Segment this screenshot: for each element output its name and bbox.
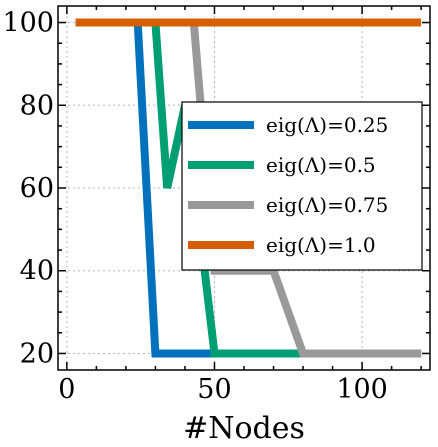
x-tick-label: 0 xyxy=(58,374,75,405)
y-tick-label: 100 xyxy=(2,8,54,39)
axis-ticks xyxy=(58,6,430,370)
legend-label-4: eig(Λ)=1.0 xyxy=(266,233,376,257)
y-tick-label: 60 xyxy=(20,173,54,204)
legend-items: eig(Λ)=0.25 eig(Λ)=0.5 eig(Λ)=0.75 eig(Λ)=1… xyxy=(188,113,388,257)
legend: eig(Λ)=0.25 eig(Λ)=0.5 eig(Λ)=0.75 eig(Λ)=1… xyxy=(181,101,423,271)
legend-label-1: eig(Λ)=0.25 xyxy=(266,113,388,137)
x-axis-label: #Nodes xyxy=(183,411,305,446)
legend-label-2: eig(Λ)=0.5 xyxy=(266,153,376,177)
x-tick-label: 50 xyxy=(197,374,231,405)
y-tick-label: 20 xyxy=(20,338,54,369)
y-tick-label: 40 xyxy=(20,256,54,287)
legend-label-3: eig(Λ)=0.75 xyxy=(266,193,388,217)
y-tick-label: 80 xyxy=(20,90,54,121)
x-tick-label: 100 xyxy=(336,374,388,405)
tick-labels: 0 50 100 20 40 60 80 100 xyxy=(2,8,387,405)
